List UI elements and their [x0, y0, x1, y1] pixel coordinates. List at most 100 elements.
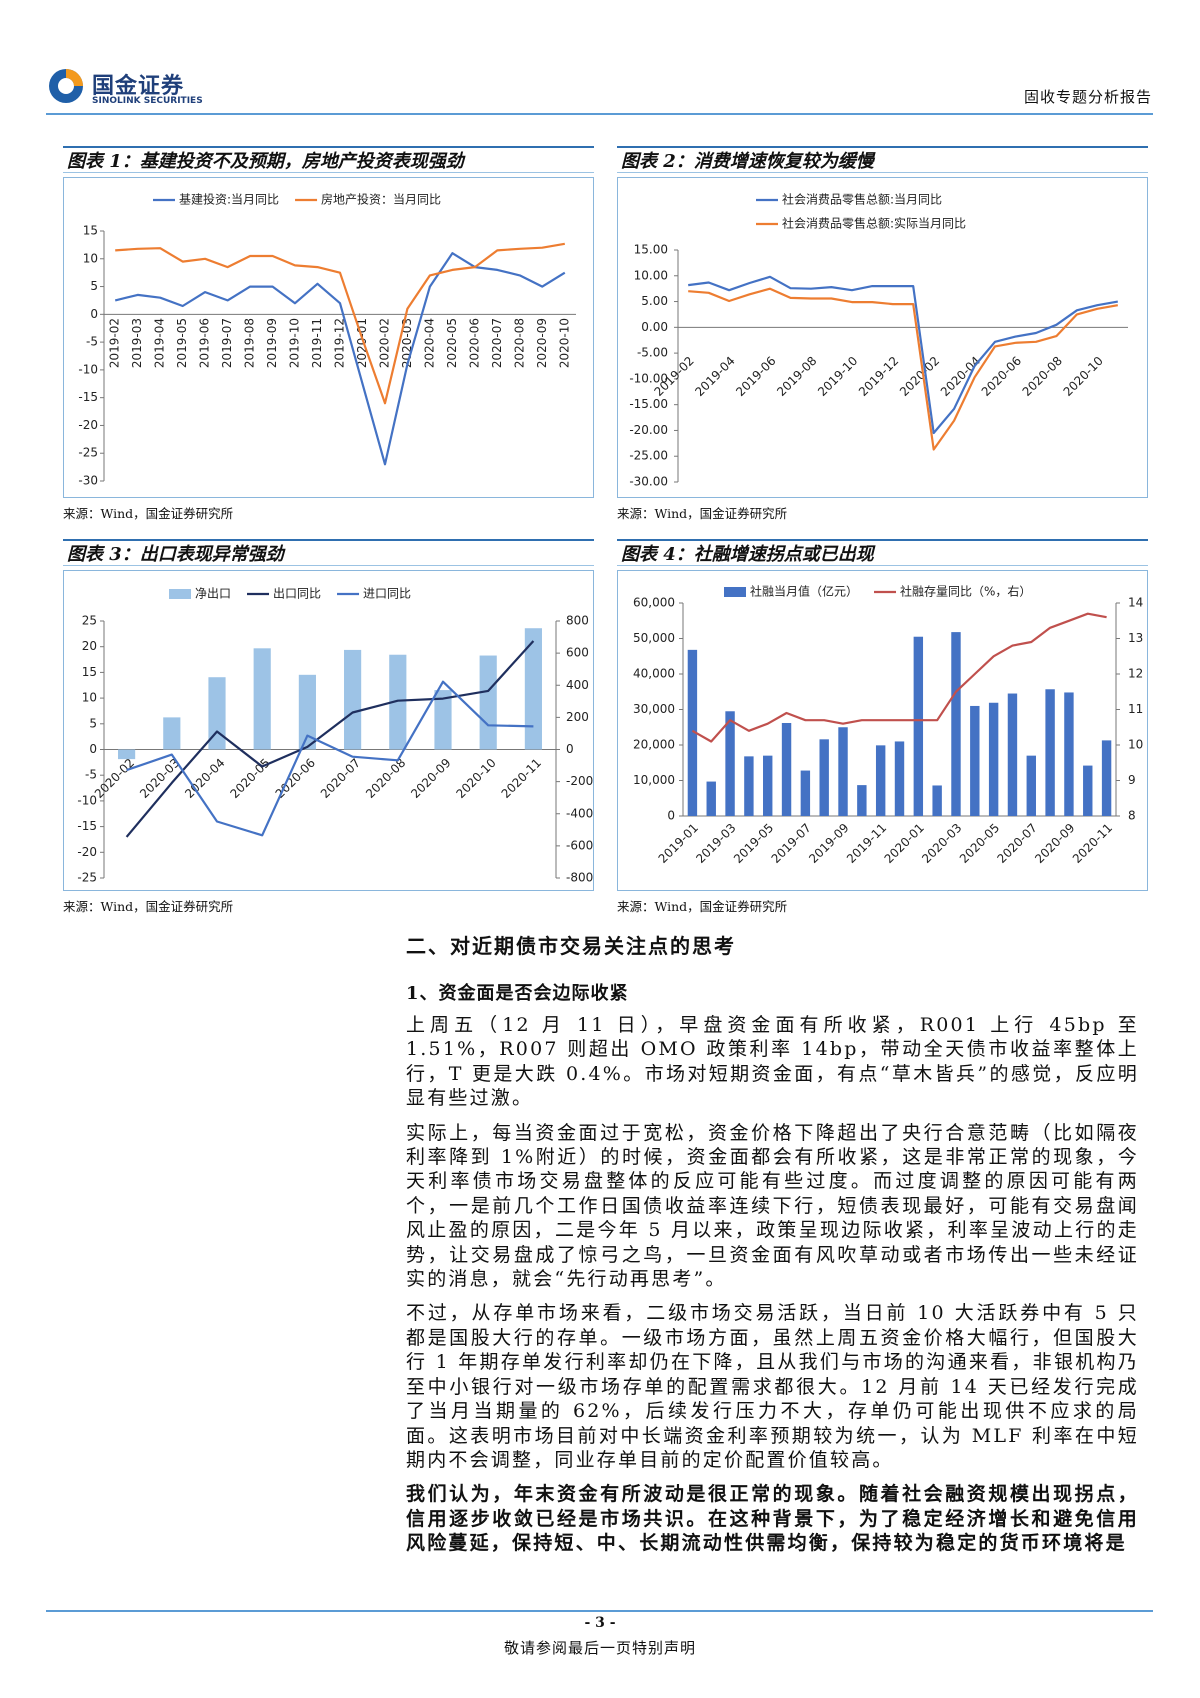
- tick-label: -600: [566, 838, 593, 852]
- chart-source: 来源：Wind，国金证券研究所: [63, 899, 234, 914]
- tick-label: -5.00: [637, 346, 668, 360]
- tick-label: 5.00: [641, 294, 668, 308]
- tick-label: 20: [82, 639, 97, 653]
- x-tick-label: 2019-06: [198, 318, 212, 368]
- x-tick-label: 2020-10: [453, 756, 498, 801]
- bar: [1083, 765, 1093, 816]
- x-tick-label: 2020-06: [467, 318, 481, 368]
- bar: [951, 632, 961, 816]
- tick-label: -30: [78, 474, 98, 488]
- company-name: 国金证券: [92, 74, 185, 99]
- x-tick-label: 2020-10: [1061, 354, 1106, 399]
- chart: -30.00 -25.00 -20.00 -15.00 -10.00 -5.00 0.00 5…: [629, 192, 1128, 489]
- tick-label: -10.00: [629, 371, 668, 385]
- x-tick-label: 2019-12: [333, 318, 347, 368]
- x-tick-label: 2020-08: [1020, 354, 1065, 399]
- tick-label: 800: [566, 614, 589, 628]
- tick-label: -20: [77, 845, 97, 859]
- tick-label: 14: [1128, 596, 1143, 610]
- line-series: [114, 252, 566, 466]
- chart-title: 图表 2：消费增速恢复较为缓慢: [617, 146, 1148, 173]
- x-tick-label: 2019-06: [733, 354, 778, 399]
- legend-label: 社融存量同比（%，右）: [900, 584, 1031, 599]
- x-tick-label: 2019-10: [815, 354, 860, 399]
- legend-label: 进口同比: [363, 587, 411, 601]
- section-heading: 二、对近期债市交易关注点的思考: [406, 934, 736, 958]
- line-series: [125, 640, 535, 838]
- bar: [118, 749, 136, 760]
- bar: [1064, 692, 1074, 816]
- x-tick-label: 2019-04: [153, 318, 167, 368]
- x-tick-label: 2019-08: [774, 354, 819, 399]
- tick-label: -25.00: [629, 449, 668, 463]
- section: 二、对近期债市交易关注点的思考 1、资金面是否会边际收紧 上周五（12 月 11…: [406, 930, 1139, 1566]
- chart-title: 图表 4：社融增速拐点或已出现: [617, 539, 1148, 566]
- x-tick-label: 2019-01: [656, 821, 701, 866]
- x-tick-label: 2020-05: [227, 756, 272, 801]
- tick-label: 10: [82, 691, 97, 705]
- tick-label: -10: [77, 793, 97, 807]
- bar: [781, 722, 792, 816]
- bar: [1026, 755, 1036, 816]
- bar: [344, 649, 362, 750]
- tick-label: 0: [89, 742, 97, 756]
- bar: [819, 739, 829, 816]
- x-tick-label: 2020-10: [557, 318, 571, 368]
- legend-label: 出口同比: [273, 587, 321, 601]
- bar: [434, 690, 452, 750]
- x-tick-label: 2019-07: [769, 821, 814, 866]
- x-tick-label: 2020-07: [318, 756, 363, 801]
- chart-source: 来源：Wind，国金证券研究所: [617, 506, 788, 521]
- tick-label: -800: [566, 871, 593, 885]
- tick-label: -5: [85, 768, 97, 782]
- x-tick-label: 2020-07: [995, 821, 1040, 866]
- disclaimer: 敬请参阅最后一页特别声明: [503, 1639, 696, 1657]
- x-tick-label: 2020-02: [377, 318, 391, 368]
- bar: [838, 727, 848, 816]
- bar: [800, 770, 811, 816]
- tick-label: -25: [78, 446, 98, 460]
- bar: [1101, 740, 1112, 816]
- x-tick-label: 2019-11: [844, 821, 889, 866]
- tick-label: 13: [1128, 631, 1143, 645]
- bar: [687, 649, 698, 816]
- x-tick-label: 2019-08: [243, 318, 257, 368]
- legend-swatch: [724, 587, 746, 597]
- x-tick-label: 2019-12: [856, 354, 901, 399]
- company-en: SINOLINK SECURITIES: [92, 96, 203, 106]
- x-tick-label: 2019-09: [806, 821, 851, 866]
- legend-label: 房地产投资：当月同比: [321, 192, 441, 207]
- chart-box: -30.00 -25.00 -20.00 -15.00 -10.00 -5.00 0.00 5…: [617, 177, 1148, 498]
- bar: [479, 655, 497, 750]
- tick-label: 30,000: [633, 702, 675, 716]
- tick-label: -15: [78, 390, 98, 404]
- tick-label: 0: [90, 307, 98, 321]
- chart: 0 10,000 20,000 30,000 40,000 50,000 60,000 8 9 1…: [633, 584, 1143, 867]
- tick-label: 40,000: [633, 667, 675, 681]
- tick-label: 5: [89, 716, 97, 730]
- tick-label: 0.00: [641, 320, 668, 334]
- legend-label: 社会消费品零售总额:实际当月同比: [782, 216, 966, 231]
- bar: [298, 674, 316, 750]
- chart: -30 -25 -20 -15 -10 -5 0 5 10 15 2019-02 2019-03 201…: [78, 192, 576, 488]
- legend-label: 基建投资:当月同比: [179, 192, 279, 207]
- x-tick-label: 2020-11: [499, 756, 544, 801]
- tick-label: 25: [82, 614, 97, 628]
- x-tick-label: 2020-01: [882, 821, 927, 866]
- header-rule: [46, 113, 1153, 115]
- x-tick-label: 2019-05: [175, 318, 189, 368]
- paragraph: 不过，从存单市场来看，二级市场交易活跃，当日前 10 大活跃券中有 5 只都是国…: [406, 1302, 1139, 1471]
- x-tick-label: 2020-07: [490, 318, 504, 368]
- bar: [875, 745, 886, 816]
- bar: [725, 711, 735, 816]
- bar: [1007, 693, 1018, 816]
- tick-label: 15: [82, 665, 97, 679]
- chart-box: -30 -25 -20 -15 -10 -5 0 5 10 15 2019-02 2019-03 201…: [63, 177, 594, 498]
- bar: [1045, 689, 1055, 816]
- tick-label: 15.00: [634, 243, 668, 257]
- x-tick-label: 2019-05: [731, 821, 776, 866]
- report-type: 固收专题分析报告: [1023, 88, 1152, 106]
- bar: [389, 654, 407, 750]
- bar: [894, 741, 905, 816]
- chart-title: 图表 1：基建投资不及预期，房地产投资表现强劲: [63, 146, 594, 173]
